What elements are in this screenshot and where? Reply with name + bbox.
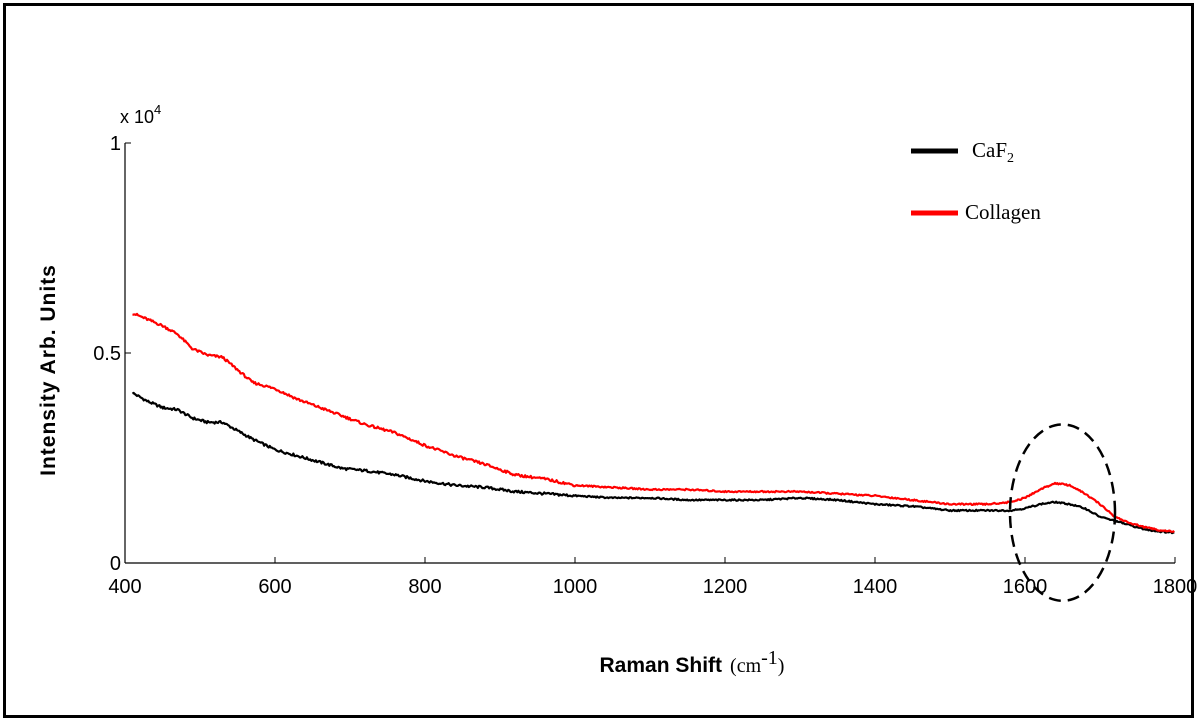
y-tick-label: 0	[110, 553, 121, 575]
legend-item-collagen: Collagen	[911, 200, 1041, 224]
x-tick-label: 600	[258, 576, 291, 598]
annotation-layer	[1008, 423, 1117, 603]
figure-frame	[3, 3, 1194, 718]
x-tick-label: 800	[408, 576, 441, 598]
peak-highlight-ellipse	[1008, 423, 1117, 603]
y-axis-label: Intensity Arb. Units	[37, 264, 60, 476]
x-tick-label: 400	[108, 576, 141, 598]
x-tick-label: 1800	[1153, 576, 1198, 598]
legend: CaF2 Collagen	[911, 138, 1041, 224]
series-layer	[131, 312, 1175, 535]
legend-item-caf2: CaF2	[911, 138, 1014, 166]
x-tick-label: 1000	[553, 576, 598, 598]
x-tick-label: 1400	[853, 576, 898, 598]
legend-label-caf2: CaF2	[972, 138, 1014, 166]
x-tick-label: 1200	[703, 576, 748, 598]
y-tick-label: 0.5	[93, 343, 121, 365]
legend-label-collagen: Collagen	[965, 200, 1041, 224]
y-multiplier: x 104	[120, 102, 161, 127]
x-axis-label: Raman Shift (cm-1)	[600, 647, 785, 677]
x-tick-label: 1600	[1003, 576, 1048, 598]
ticks: 400 600 800 1000 1200 1400 1600 1800 0 0.5 1	[93, 133, 1197, 598]
y-tick-label: 1	[110, 133, 121, 155]
series-line-caf2	[131, 391, 1175, 535]
series-line-collagen	[132, 312, 1175, 533]
